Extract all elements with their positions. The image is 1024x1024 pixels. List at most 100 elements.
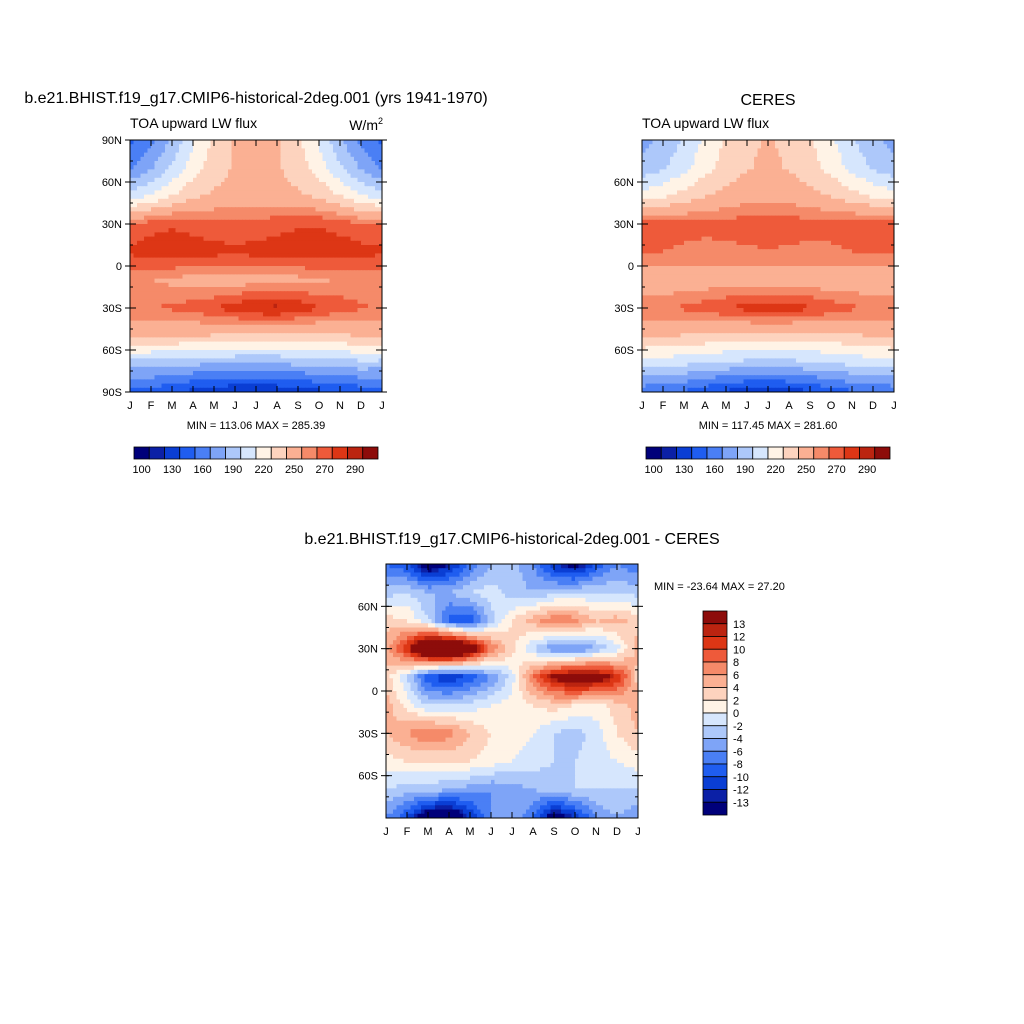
heatmap-cell	[210, 329, 215, 334]
heatmap-cell	[168, 257, 173, 263]
heatmap-cell	[684, 161, 689, 166]
heatmap-cell	[361, 228, 366, 233]
heatmap-cell	[263, 354, 268, 359]
heatmap-cell	[312, 354, 317, 359]
heatmap-cell	[308, 291, 313, 296]
heatmap-cell	[294, 333, 299, 338]
heatmap-cell	[294, 207, 299, 212]
heatmap-cell	[291, 379, 296, 385]
heatmap-cell	[196, 161, 201, 166]
heatmap-cell	[838, 144, 843, 149]
heatmap-cell	[196, 345, 201, 351]
heatmap-cell	[729, 161, 734, 166]
heatmap-cell	[242, 240, 247, 246]
heatmap-cell	[172, 375, 177, 380]
heatmap-cell	[663, 165, 668, 170]
heatmap-cell	[221, 182, 226, 187]
heatmap-cell	[796, 144, 801, 149]
heatmap-cell	[284, 383, 289, 389]
heatmap-cell	[326, 236, 331, 242]
heatmap-cell	[193, 329, 198, 334]
heatmap-cell	[371, 270, 376, 275]
heatmap-cell	[329, 291, 334, 296]
heatmap-cell	[200, 261, 205, 267]
heatmap-cell	[364, 165, 369, 170]
heatmap-cell	[175, 295, 180, 301]
heatmap-cell	[708, 169, 713, 175]
heatmap-cell	[238, 165, 243, 170]
heatmap-cell	[224, 320, 229, 326]
heatmap-cell	[137, 253, 142, 259]
heatmap-cell	[221, 274, 226, 280]
heatmap-cell	[280, 312, 285, 317]
heatmap-cell	[333, 270, 338, 275]
heatmap-cell	[154, 337, 159, 343]
heatmap-cell	[151, 194, 156, 200]
heatmap-cell	[151, 379, 156, 385]
heatmap-cell	[210, 148, 215, 154]
heatmap-cell	[880, 152, 885, 158]
heatmap-cell	[792, 148, 797, 154]
heatmap-cell	[284, 341, 289, 347]
heatmap-cell	[827, 161, 832, 166]
heatmap-cell	[350, 379, 355, 385]
heatmap-cell	[217, 295, 222, 301]
heatmap-cell	[137, 266, 142, 271]
heatmap-cell	[151, 308, 156, 313]
heatmap-cell	[336, 308, 341, 313]
heatmap-cell	[820, 144, 825, 149]
heatmap-cell	[189, 245, 194, 250]
heatmap-cell	[364, 245, 369, 250]
heatmap-cell	[354, 177, 359, 183]
heatmap-cell	[196, 140, 201, 145]
heatmap-cell	[308, 207, 313, 212]
heatmap-cell	[221, 249, 226, 254]
heatmap-cell	[301, 316, 306, 322]
heatmap-cell	[364, 270, 369, 275]
heatmap-cell	[154, 282, 159, 288]
heatmap-cell	[228, 266, 233, 271]
heatmap-cell	[203, 324, 208, 330]
heatmap-cell	[315, 156, 320, 162]
heatmap-cell	[231, 152, 236, 158]
heatmap-cell	[347, 198, 352, 204]
heatmap-cell	[140, 165, 145, 170]
heatmap-cell	[228, 190, 233, 196]
heatmap-cell	[259, 219, 264, 225]
heatmap-cell	[210, 177, 215, 183]
heatmap-cell	[224, 341, 229, 347]
heatmap-cell	[245, 203, 250, 208]
heatmap-cell	[203, 177, 208, 183]
heatmap-cell	[291, 219, 296, 225]
heatmap-cell	[277, 295, 282, 301]
heatmap-cell	[130, 152, 135, 158]
heatmap-cell	[375, 236, 380, 242]
heatmap-cell	[280, 278, 285, 284]
heatmap-cell	[298, 228, 303, 233]
heatmap-cell	[347, 299, 352, 305]
heatmap-cell	[336, 291, 341, 296]
heatmap-cell	[343, 253, 348, 259]
heatmap-cell	[308, 350, 313, 355]
heatmap-cell	[810, 161, 815, 166]
heatmap-cell	[144, 341, 149, 347]
heatmap-cell	[712, 152, 717, 158]
heatmap-cell	[315, 320, 320, 326]
heatmap-cell	[270, 144, 275, 149]
heatmap-cell	[357, 224, 362, 229]
heatmap-cell	[333, 152, 338, 158]
heatmap-cell	[347, 211, 352, 217]
heatmap-cell	[305, 165, 310, 170]
heatmap-cell	[340, 324, 345, 330]
heatmap-cell	[249, 182, 254, 187]
heatmap-cell	[298, 362, 303, 368]
heatmap-cell	[301, 207, 306, 212]
heatmap-cell	[228, 345, 233, 351]
heatmap-cell	[284, 245, 289, 250]
heatmap-cell	[263, 156, 268, 162]
heatmap-cell	[698, 140, 703, 145]
heatmap-cell	[740, 152, 745, 158]
heatmap-cell	[319, 303, 324, 309]
heatmap-cell	[245, 303, 250, 309]
heatmap-cell	[235, 236, 240, 242]
